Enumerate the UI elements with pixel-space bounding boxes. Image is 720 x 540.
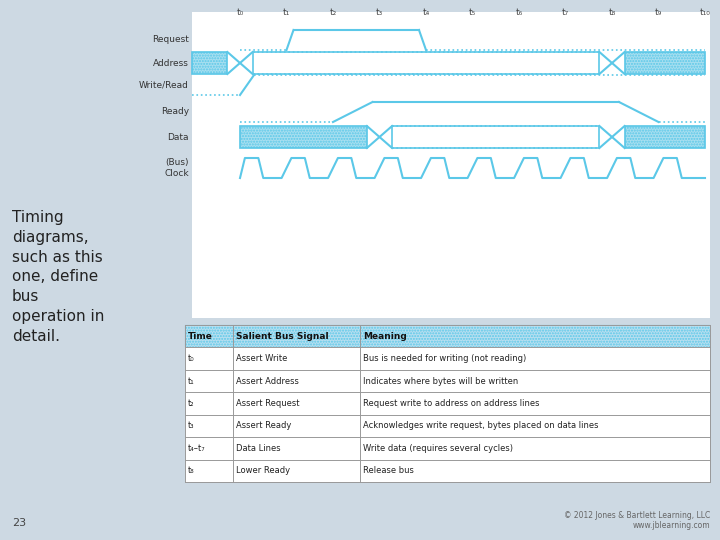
Text: t₀: t₀ [188, 354, 194, 363]
Text: Indicates where bytes will be written: Indicates where bytes will be written [363, 376, 518, 386]
Bar [192, 12, 710, 318]
Text: t₈: t₈ [608, 8, 616, 17]
Text: t₉: t₉ [655, 8, 662, 17]
Text: (Bus)
Clock: (Bus) Clock [164, 158, 189, 178]
Text: t₁: t₁ [283, 8, 290, 17]
Text: Ready: Ready [161, 107, 189, 117]
Text: Assert Ready: Assert Ready [236, 421, 292, 430]
Text: Assert Address: Assert Address [236, 376, 299, 386]
Text: Acknowledges write request, bytes placed on data lines: Acknowledges write request, bytes placed… [363, 421, 598, 430]
Text: Assert Request: Assert Request [236, 399, 300, 408]
Text: t₂: t₂ [329, 8, 337, 17]
Text: © 2012 Jones & Bartlett Learning, LLC
www.jblearning.com: © 2012 Jones & Bartlett Learning, LLC ww… [564, 511, 710, 530]
Text: Assert Write: Assert Write [236, 354, 287, 363]
Bar [185, 370, 710, 392]
Text: Timing
diagrams,
such as this
one, define
bus
operation in
detail.: Timing diagrams, such as this one, defin… [12, 210, 104, 344]
Text: Salient Bus Signal: Salient Bus Signal [236, 332, 328, 341]
Text: Write data (requires several cycles): Write data (requires several cycles) [363, 444, 513, 453]
Polygon shape [192, 52, 228, 74]
Text: t₄–t₇: t₄–t₇ [188, 444, 206, 453]
Bar [185, 437, 710, 460]
Text: t₅: t₅ [469, 8, 476, 17]
Text: t₆: t₆ [516, 8, 523, 17]
Bar [185, 392, 710, 415]
Text: Meaning: Meaning [363, 332, 407, 341]
Text: t₁: t₁ [188, 376, 194, 386]
Text: Release bus: Release bus [363, 466, 414, 475]
Polygon shape [625, 126, 705, 148]
Text: Request: Request [152, 36, 189, 44]
Text: 23: 23 [12, 518, 26, 528]
Polygon shape [253, 52, 599, 74]
Text: Data: Data [168, 132, 189, 141]
Bar [185, 325, 710, 347]
Bar [185, 415, 710, 437]
Text: t₂: t₂ [188, 399, 194, 408]
Polygon shape [625, 52, 705, 74]
Bar [185, 325, 710, 347]
Text: t₃: t₃ [376, 8, 383, 17]
Text: Lower Ready: Lower Ready [236, 466, 290, 475]
Text: Write/Read: Write/Read [139, 80, 189, 90]
Text: t₄: t₄ [423, 8, 430, 17]
Text: t₀: t₀ [236, 8, 243, 17]
Polygon shape [392, 126, 599, 148]
Text: Address: Address [153, 58, 189, 68]
Text: t₃: t₃ [188, 421, 194, 430]
Text: Bus is needed for writing (not reading): Bus is needed for writing (not reading) [363, 354, 526, 363]
Text: t₁₀: t₁₀ [700, 8, 711, 17]
Text: t₇: t₇ [562, 8, 569, 17]
Bar [185, 460, 710, 482]
Polygon shape [240, 126, 367, 148]
Text: Request write to address on address lines: Request write to address on address line… [363, 399, 539, 408]
Bar [185, 347, 710, 370]
Text: Data Lines: Data Lines [236, 444, 281, 453]
Text: t₈: t₈ [188, 466, 194, 475]
Text: Time: Time [188, 332, 213, 341]
